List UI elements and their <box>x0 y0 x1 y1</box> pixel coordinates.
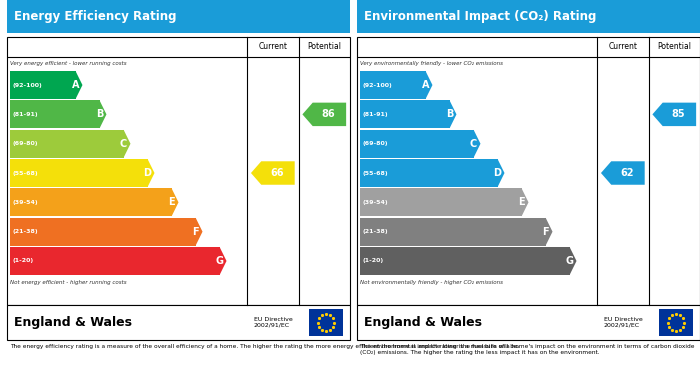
Text: Very environmentally friendly - lower CO₂ emissions: Very environmentally friendly - lower CO… <box>360 61 503 66</box>
FancyBboxPatch shape <box>10 218 195 246</box>
FancyBboxPatch shape <box>360 130 474 158</box>
Text: Current: Current <box>608 42 637 52</box>
FancyBboxPatch shape <box>7 0 350 33</box>
Text: Potential: Potential <box>657 42 692 52</box>
Polygon shape <box>474 130 480 158</box>
Text: G: G <box>565 256 573 266</box>
FancyBboxPatch shape <box>360 100 449 128</box>
FancyBboxPatch shape <box>10 188 172 216</box>
Text: England & Wales: England & Wales <box>364 316 482 329</box>
FancyBboxPatch shape <box>357 305 700 340</box>
Polygon shape <box>148 159 155 187</box>
Text: D: D <box>493 168 501 178</box>
Text: (1-20): (1-20) <box>12 258 34 264</box>
FancyBboxPatch shape <box>357 0 700 33</box>
Text: (69-80): (69-80) <box>362 141 388 146</box>
Polygon shape <box>546 218 552 246</box>
Text: E: E <box>169 197 175 207</box>
Text: A: A <box>421 80 429 90</box>
Text: Environmental Impact (CO₂) Rating: Environmental Impact (CO₂) Rating <box>364 10 596 23</box>
Text: (55-68): (55-68) <box>362 170 388 176</box>
Polygon shape <box>652 102 696 126</box>
Text: (81-91): (81-91) <box>362 112 388 117</box>
Text: EU Directive
2002/91/EC: EU Directive 2002/91/EC <box>604 317 643 328</box>
Text: The environmental impact rating is a measure of a home's impact on the environme: The environmental impact rating is a mea… <box>360 344 695 355</box>
Text: Not environmentally friendly - higher CO₂ emissions: Not environmentally friendly - higher CO… <box>360 280 503 285</box>
Polygon shape <box>220 247 227 275</box>
Text: 62: 62 <box>620 168 634 178</box>
Polygon shape <box>449 100 456 128</box>
Text: (92-100): (92-100) <box>12 83 42 88</box>
Text: Potential: Potential <box>307 42 342 52</box>
Polygon shape <box>498 159 505 187</box>
Text: (39-54): (39-54) <box>12 200 38 205</box>
Text: (21-38): (21-38) <box>12 229 38 234</box>
Polygon shape <box>99 100 106 128</box>
Text: Current: Current <box>258 42 287 52</box>
Text: B: B <box>446 109 453 119</box>
Polygon shape <box>302 102 346 126</box>
Text: (39-54): (39-54) <box>362 200 388 205</box>
FancyBboxPatch shape <box>360 188 522 216</box>
Polygon shape <box>251 161 295 185</box>
Text: B: B <box>96 109 103 119</box>
Polygon shape <box>195 218 202 246</box>
Text: (69-80): (69-80) <box>12 141 38 146</box>
Text: A: A <box>71 80 79 90</box>
FancyBboxPatch shape <box>360 218 546 246</box>
Text: D: D <box>143 168 151 178</box>
FancyBboxPatch shape <box>10 130 124 158</box>
Text: F: F <box>193 227 199 237</box>
FancyBboxPatch shape <box>357 37 700 305</box>
Text: (81-91): (81-91) <box>12 112 38 117</box>
Polygon shape <box>601 161 645 185</box>
Text: C: C <box>120 139 127 149</box>
Text: F: F <box>542 227 549 237</box>
FancyBboxPatch shape <box>10 71 76 99</box>
Text: C: C <box>470 139 477 149</box>
FancyBboxPatch shape <box>659 309 693 336</box>
FancyBboxPatch shape <box>309 309 343 336</box>
Text: Not energy efficient - higher running costs: Not energy efficient - higher running co… <box>10 280 127 285</box>
FancyBboxPatch shape <box>10 100 99 128</box>
FancyBboxPatch shape <box>360 247 570 275</box>
Text: Energy Efficiency Rating: Energy Efficiency Rating <box>14 10 176 23</box>
Text: (1-20): (1-20) <box>362 258 384 264</box>
Polygon shape <box>522 188 528 216</box>
Text: 66: 66 <box>270 168 284 178</box>
FancyBboxPatch shape <box>360 159 498 187</box>
Polygon shape <box>426 71 433 99</box>
Text: (92-100): (92-100) <box>362 83 392 88</box>
Text: 86: 86 <box>322 109 335 119</box>
Text: Very energy efficient - lower running costs: Very energy efficient - lower running co… <box>10 61 127 66</box>
FancyBboxPatch shape <box>10 247 220 275</box>
Polygon shape <box>76 71 83 99</box>
Text: The energy efficiency rating is a measure of the overall efficiency of a home. T: The energy efficiency rating is a measur… <box>10 344 520 349</box>
Text: (55-68): (55-68) <box>12 170 38 176</box>
Polygon shape <box>172 188 178 216</box>
Text: (21-38): (21-38) <box>362 229 388 234</box>
FancyBboxPatch shape <box>7 37 350 305</box>
Text: G: G <box>215 256 223 266</box>
Polygon shape <box>124 130 130 158</box>
Text: England & Wales: England & Wales <box>14 316 132 329</box>
Text: E: E <box>519 197 525 207</box>
FancyBboxPatch shape <box>10 159 148 187</box>
Text: EU Directive
2002/91/EC: EU Directive 2002/91/EC <box>254 317 293 328</box>
Text: 85: 85 <box>672 109 685 119</box>
FancyBboxPatch shape <box>360 71 426 99</box>
FancyBboxPatch shape <box>7 305 350 340</box>
Polygon shape <box>570 247 577 275</box>
